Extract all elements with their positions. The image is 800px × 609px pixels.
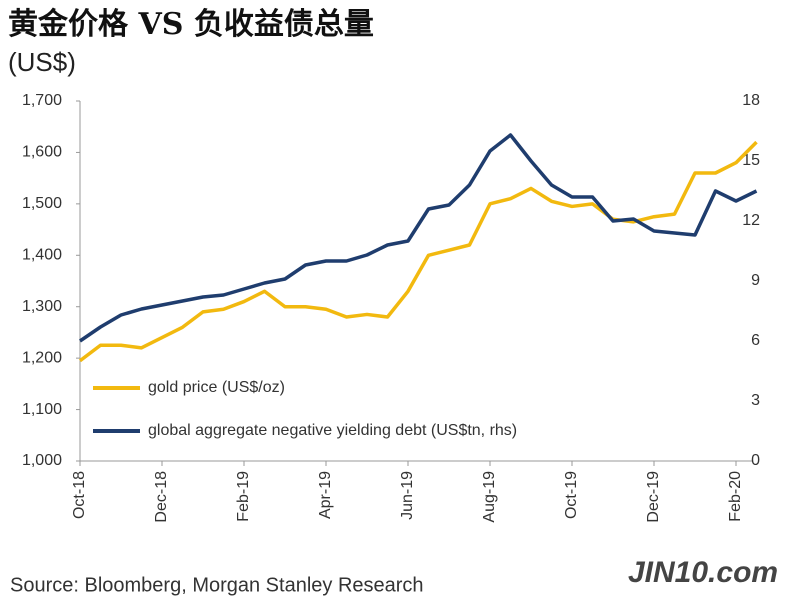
x-tick-label: Oct-18 (71, 471, 88, 519)
x-tick-label: Feb-20 (727, 471, 744, 522)
x-tick-label: Apr-19 (317, 471, 334, 519)
y-tick-label: 1,200 (22, 349, 62, 366)
x-tick-label: Oct-19 (563, 471, 580, 519)
x-tick-label: Feb-19 (235, 471, 252, 522)
series-line (79, 133, 758, 343)
y2-tick-label: 0 (751, 452, 760, 469)
x-tick-label: Dec-18 (153, 471, 170, 523)
y-tick-label: 1,300 (22, 298, 62, 315)
source: Source: Bloomberg, Morgan Stanley Resear… (10, 574, 424, 596)
x-tick-label: Aug-19 (481, 471, 498, 523)
x-tick-label: Jun-19 (399, 471, 416, 520)
y2-tick-label: 15 (742, 152, 760, 169)
chart-title: 黄金价格 VS 负收益债总量 (8, 7, 374, 42)
y-tick-label: 1,600 (22, 144, 62, 161)
y-tick-label: 1,000 (22, 452, 62, 469)
watermark: JIN10.com (628, 556, 778, 589)
y2-tick-label: 9 (751, 272, 760, 289)
y2-tick-label: 18 (742, 92, 760, 109)
y2-tick-label: 3 (751, 392, 760, 409)
chart-subtitle: (US$) (8, 47, 76, 77)
y-tick-label: 1,400 (22, 247, 62, 264)
y-tick-label: 1,700 (22, 92, 62, 109)
series-line (78, 140, 758, 363)
legend-label: global aggregate negative yielding debt … (148, 422, 517, 439)
y-tick-label: 1,100 (22, 401, 62, 418)
y2-tick-label: 12 (742, 212, 760, 229)
legend-label: gold price (US$/oz) (148, 379, 285, 396)
y2-tick-label: 6 (751, 332, 760, 349)
y-tick-label: 1,500 (22, 195, 62, 212)
x-tick-label: Dec-19 (645, 471, 662, 523)
